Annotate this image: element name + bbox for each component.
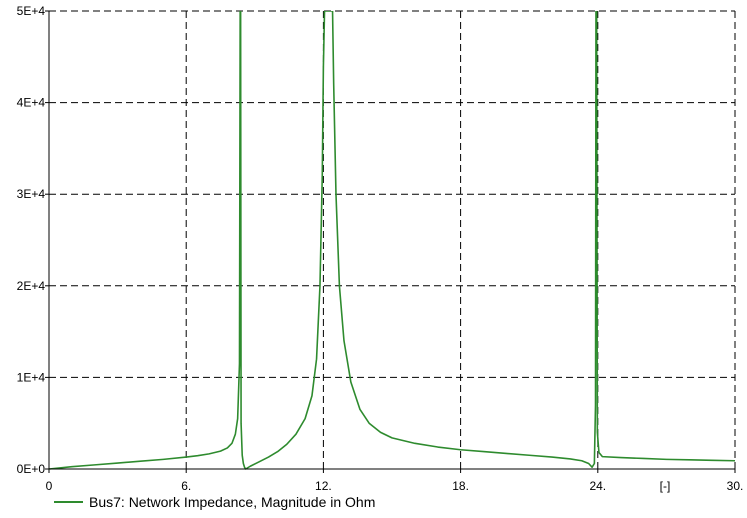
- y-tick-label: 2E+4: [17, 279, 46, 293]
- grid-lines: [49, 10, 736, 469]
- x-tick-label: 6.: [181, 479, 191, 493]
- series-layer: [49, 11, 735, 470]
- x-tick-label: 12.: [315, 479, 332, 493]
- x-tick-label: 0: [46, 479, 53, 493]
- x-tick-label: 18.: [452, 479, 469, 493]
- tick-labels: 0 6. 12. 18. 24. 30. 0E+0 1E+4 2E+4 3E+4 4E+4 5E+4: [17, 4, 744, 493]
- y-tick-label: 5E+4: [17, 4, 46, 18]
- x-unit-label: [-]: [660, 479, 671, 493]
- x-tick-label: 24.: [589, 479, 606, 493]
- x-tick-label: 30.: [727, 479, 744, 493]
- y-tick-label: 3E+4: [17, 187, 46, 201]
- y-tick-label: 1E+4: [17, 370, 46, 384]
- y-tick-label: 4E+4: [17, 96, 46, 110]
- plot-area: [49, 11, 735, 469]
- legend: Bus7: Network Impedance, Magnitude in Oh…: [54, 494, 375, 510]
- y-tick-label: 0E+0: [17, 462, 46, 476]
- series-line: [49, 11, 735, 470]
- legend-entry: Bus7: Network Impedance, Magnitude in Oh…: [89, 494, 375, 510]
